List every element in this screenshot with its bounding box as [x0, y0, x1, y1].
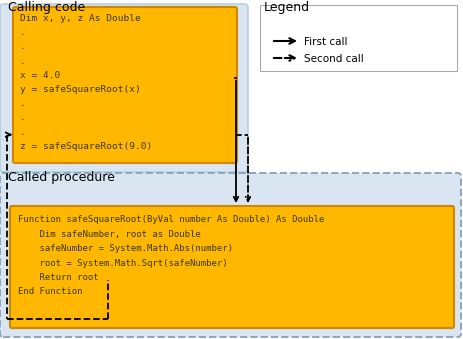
Text: .: . — [20, 57, 26, 66]
Text: Second call: Second call — [304, 54, 364, 64]
Text: First call: First call — [304, 37, 348, 47]
FancyBboxPatch shape — [0, 173, 461, 337]
Text: .: . — [20, 28, 26, 37]
Text: .: . — [20, 114, 26, 122]
Text: z = safeSquareRoot(9.0): z = safeSquareRoot(9.0) — [20, 142, 152, 151]
Text: Dim x, y, z As Double: Dim x, y, z As Double — [20, 14, 141, 23]
FancyBboxPatch shape — [10, 206, 454, 328]
Text: safeNumber = System.Math.Abs(number): safeNumber = System.Math.Abs(number) — [18, 244, 233, 253]
Text: y = safeSquareRoot(x): y = safeSquareRoot(x) — [20, 85, 141, 94]
Text: Calling code: Calling code — [8, 1, 85, 14]
Text: Return root: Return root — [18, 273, 99, 282]
FancyBboxPatch shape — [13, 7, 237, 163]
Text: Legend: Legend — [264, 1, 310, 14]
Text: .: . — [20, 127, 26, 137]
Text: Called procedure: Called procedure — [8, 171, 115, 184]
FancyBboxPatch shape — [260, 5, 457, 71]
Text: End Function: End Function — [18, 287, 82, 297]
FancyBboxPatch shape — [0, 4, 248, 172]
Text: Dim safeNumber, root as Double: Dim safeNumber, root as Double — [18, 230, 201, 239]
Text: .: . — [20, 42, 26, 52]
Text: Function safeSquareRoot(ByVal number As Double) As Double: Function safeSquareRoot(ByVal number As … — [18, 215, 325, 224]
Text: x = 4.0: x = 4.0 — [20, 71, 60, 80]
Text: .: . — [20, 99, 26, 108]
Text: root = System.Math.Sqrt(safeNumber): root = System.Math.Sqrt(safeNumber) — [18, 259, 228, 267]
